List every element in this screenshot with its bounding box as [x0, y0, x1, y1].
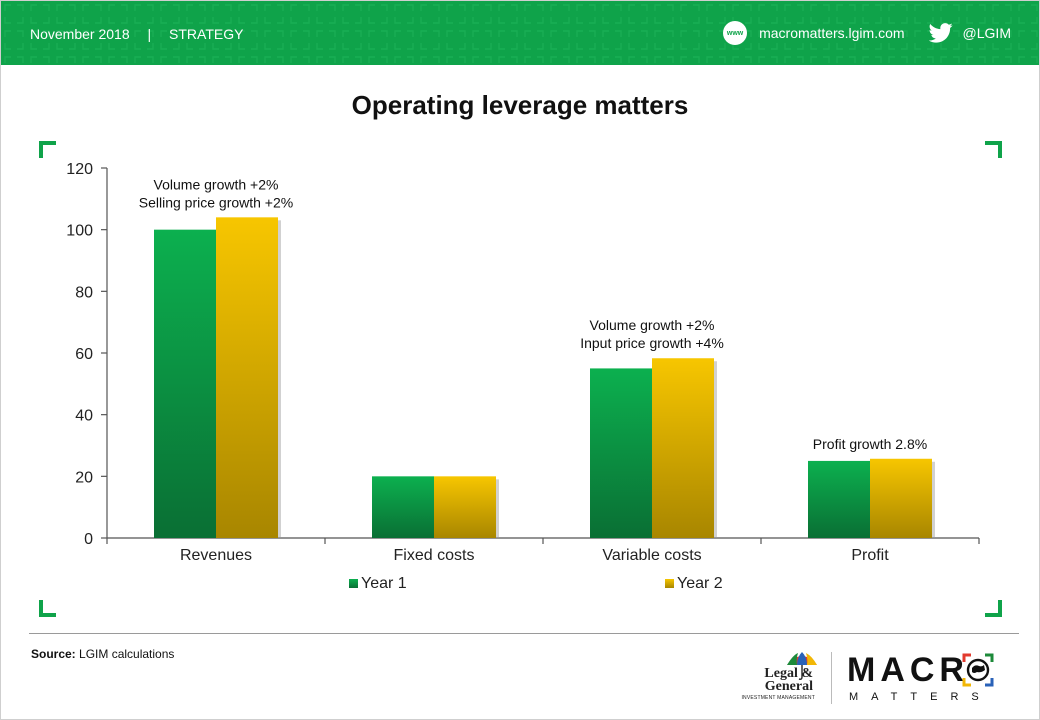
- header-bar: November 2018 | STRATEGY www macromatter…: [1, 1, 1039, 65]
- logo-divider: [831, 652, 832, 704]
- annotation-revenues: Selling price growth +2%: [139, 194, 293, 210]
- matters-wordmark: MATTERS: [849, 691, 992, 703]
- header-left: November 2018 | STRATEGY: [30, 26, 243, 42]
- bar-chart: 0 20 40 60 80 100 120 Revenues Fixed costs Variab…: [66, 161, 980, 592]
- source-note: Source: LGIM calculations: [31, 647, 174, 661]
- header-section: STRATEGY: [169, 26, 244, 42]
- legend-swatch-year-2: [665, 579, 674, 588]
- y-tick-label: 20: [75, 469, 93, 486]
- y-tick-label: 60: [75, 346, 93, 363]
- x-tick-label: Revenues: [180, 547, 252, 564]
- legend-label-year-2: Year 2: [677, 575, 723, 592]
- legend-label-year-1: Year 1: [361, 575, 407, 592]
- annotation-variable-costs: Volume growth +2%: [590, 317, 715, 333]
- footer-divider: [29, 633, 1019, 634]
- annotation-variable-costs: Input price growth +4%: [580, 335, 724, 351]
- annotation-revenues: Volume growth +2%: [154, 176, 279, 192]
- bar-variable-costs-year-1: [590, 368, 652, 538]
- y-tick-label: 0: [84, 531, 93, 548]
- header-pattern: [1, 1, 1039, 65]
- chart-title: Operating leverage matters: [351, 90, 689, 120]
- macro-wordmark: MACR: [847, 651, 969, 689]
- legal-general-logo: Legal & General INVESTMENT MANAGEMENT: [737, 651, 821, 705]
- twitter-handle[interactable]: @LGIM: [962, 25, 1011, 41]
- bar-fixed-costs-year-2: [434, 476, 496, 538]
- x-tick-label: Fixed costs: [394, 547, 475, 564]
- y-tick-label: 120: [66, 161, 93, 178]
- corner-bracket-bottom-right: [985, 600, 1002, 617]
- bar-revenues-year-1: [154, 229, 216, 538]
- bar-variable-costs-year-2: [652, 358, 714, 538]
- bar-fixed-costs-year-1: [372, 476, 434, 538]
- y-tick-label: 40: [75, 408, 93, 425]
- corner-bracket-top-left: [39, 141, 56, 158]
- website-link[interactable]: macromatters.lgim.com: [759, 25, 905, 41]
- www-icon[interactable]: www: [723, 21, 748, 45]
- twitter-icon[interactable]: [928, 23, 953, 43]
- lg-wordmark: Legal & General: [764, 666, 813, 694]
- lg-subtitle: INVESTMENT MANAGEMENT: [741, 695, 815, 701]
- header-separator: |: [147, 26, 152, 42]
- header-right: www macromatters.lgim.com @LGIM: [723, 21, 1011, 45]
- y-tick-label: 100: [66, 223, 93, 240]
- bar-revenues-year-2: [216, 217, 278, 538]
- header-date: November 2018: [30, 26, 130, 42]
- x-tick-label: Profit: [851, 547, 889, 564]
- corner-bracket-top-right: [985, 141, 1002, 158]
- y-tick-label: 80: [75, 284, 93, 301]
- macro-o-globe-icon: [962, 653, 994, 687]
- source-label: Source:: [31, 647, 76, 661]
- annotation-profit: Profit growth 2.8%: [813, 436, 927, 452]
- x-tick-label: Variable costs: [602, 547, 701, 564]
- bar-profit-year-2: [870, 458, 932, 538]
- source-text: LGIM calculations: [79, 647, 175, 661]
- legend-swatch-year-1: [349, 579, 358, 588]
- umbrella-icon: [787, 652, 817, 680]
- bar-profit-year-1: [808, 460, 870, 538]
- corner-bracket-bottom-left: [39, 600, 56, 617]
